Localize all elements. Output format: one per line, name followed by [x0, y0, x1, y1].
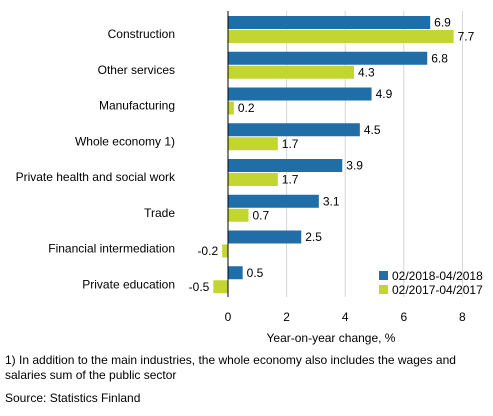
source-note: Source: Statistics Finland: [5, 391, 141, 405]
data-label: 4.5: [364, 123, 381, 137]
data-label: 1.7: [282, 137, 299, 151]
data-label: 6.9: [434, 16, 451, 30]
data-label: -0.5: [189, 280, 210, 294]
bar: [228, 87, 372, 101]
data-label: 0.2: [238, 101, 255, 115]
data-label: 0.5: [247, 266, 264, 280]
bar: [222, 244, 228, 258]
x-tick-label: 8: [459, 310, 466, 324]
x-tick-label: 6: [400, 310, 407, 324]
category-label: Whole economy 1): [75, 134, 175, 148]
category-label: Other services: [98, 63, 175, 77]
bars: [213, 16, 454, 294]
bar: [213, 280, 228, 294]
category-label: Construction: [108, 27, 175, 41]
x-tick-label: 0: [225, 310, 232, 324]
bar: [228, 123, 360, 137]
bar: [228, 65, 354, 79]
data-label: 1.7: [282, 173, 299, 187]
bar-chart: 6.9 7.7 6.8 4.34.9 0.2 4.5 1.7 3.9 1.7 3.1 0.7 2.5 -…: [16, 11, 483, 345]
bar: [228, 51, 428, 65]
data-label: 2.5: [305, 230, 322, 244]
value-labels: 6.9 7.7 6.8 4.34.9 0.2 4.5 1.7 3.9 1.7 3.1 0.7 2.5 -…: [189, 16, 475, 294]
legend-swatch: [379, 285, 388, 294]
category-labels: Construction Other services Manufacturing W…: [16, 27, 176, 291]
data-label: 7.7: [458, 30, 475, 44]
bar: [228, 230, 302, 244]
category-label: Trade: [144, 206, 175, 220]
x-axis-label: Year-on-year change, %: [267, 331, 396, 345]
x-tick-label: 2: [283, 310, 290, 324]
category-label: Private education: [82, 277, 175, 291]
bar: [228, 137, 278, 151]
data-label: 3.1: [323, 194, 340, 208]
x-tick-labels: 0 2 4 6 8: [225, 310, 466, 324]
bar: [228, 16, 431, 29]
legend-label: 02/2018-04/2018: [392, 269, 483, 283]
data-label: 6.8: [431, 51, 448, 65]
footnote: 1) In addition to the main industries, t…: [5, 353, 456, 382]
category-label: Private health and social work: [16, 170, 176, 184]
data-label: 0.7: [253, 208, 270, 222]
bar: [228, 266, 243, 280]
bar: [228, 173, 278, 186]
legend-swatch: [379, 271, 388, 280]
legend-label: 02/2017-04/2017: [392, 283, 483, 297]
data-label: -0.2: [197, 244, 218, 258]
x-tick-label: 4: [342, 310, 349, 324]
category-label: Manufacturing: [99, 99, 175, 113]
data-label: 3.9: [346, 159, 363, 173]
data-label: 4.3: [358, 65, 375, 79]
bar: [228, 30, 454, 43]
bar: [228, 194, 319, 208]
category-label: Financial intermediation: [48, 242, 175, 256]
bar: [228, 101, 234, 115]
data-label: 4.9: [376, 87, 393, 101]
bar: [228, 159, 343, 172]
bar: [228, 208, 249, 222]
